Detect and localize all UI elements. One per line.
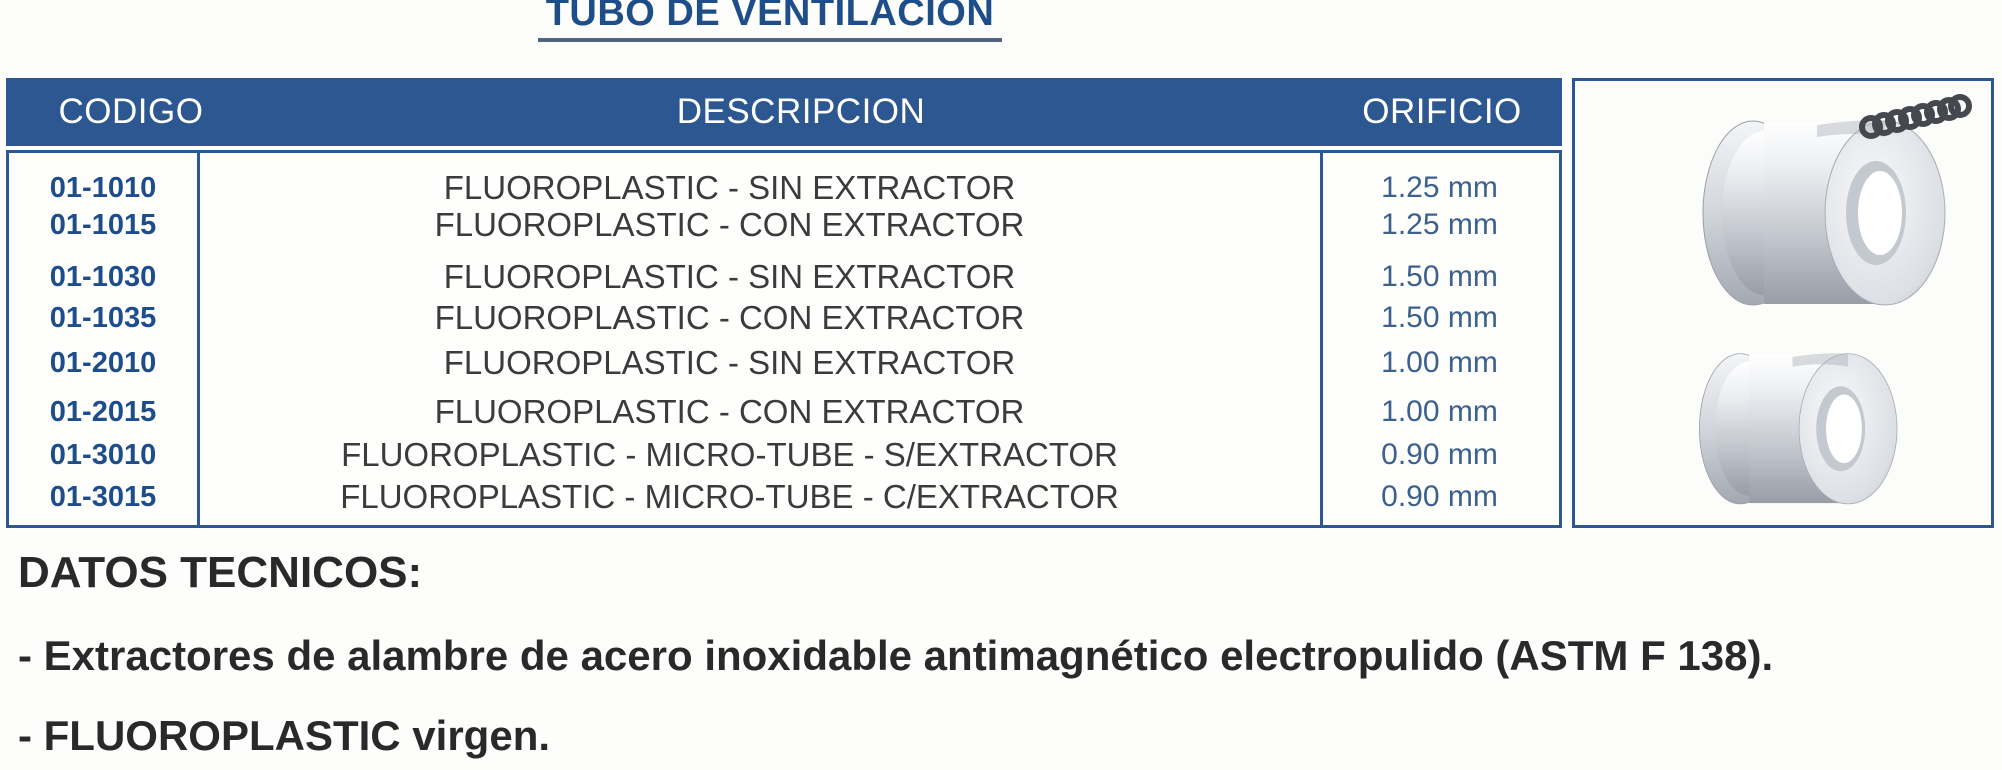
description-cell: FLUOROPLASTIC - MICRO-TUBE - C/EXTRACTOR <box>340 478 1119 515</box>
table-header: CODIGO DESCRIPCION ORIFICIO <box>6 78 1562 146</box>
table-row: 01-1030 FLUOROPLASTIC - SIN EXTRACTOR 1.… <box>9 257 1559 297</box>
orifice-cell: 1.50 mm <box>1381 260 1498 293</box>
orifice-cell: 1.25 mm <box>1381 208 1498 241</box>
code-cell: 01-2010 <box>49 347 157 379</box>
description-cell: FLUOROPLASTIC - CON EXTRACTOR <box>434 206 1025 243</box>
orifice-cell: 1.50 mm <box>1381 301 1498 334</box>
page-title-wrap: TUBO DE VENTILACION <box>520 0 1020 42</box>
tech-note: - FLUOROPLASTIC virgen. <box>18 712 551 759</box>
orifice-cell: 0.90 mm <box>1381 480 1498 513</box>
orifice-cell: 0.90 mm <box>1381 438 1498 471</box>
product-image-box <box>1572 78 1994 528</box>
tube-illustration <box>1698 353 1898 505</box>
table-row: 01-2010 FLUOROPLASTIC - SIN EXTRACTOR 1.… <box>9 343 1559 383</box>
table-row: 01-1010 FLUOROPLASTIC - SIN EXTRACTOR 1.… <box>9 168 1559 208</box>
wire-extractor-coil <box>1859 94 1972 139</box>
code-cell: 01-1035 <box>49 302 157 334</box>
table-row: 01-3015 FLUOROPLASTIC - MICRO-TUBE - C/E… <box>9 477 1559 517</box>
page-title: TUBO DE VENTILACION <box>537 0 1003 42</box>
tech-data-heading: DATOS TECNICOS: <box>18 548 423 597</box>
description-cell: FLUOROPLASTIC - CON EXTRACTOR <box>434 299 1025 336</box>
code-cell: 01-1030 <box>49 261 157 293</box>
tech-note: - Extractores de alambre de acero inoxid… <box>18 632 1774 679</box>
code-cell: 01-3010 <box>49 439 157 471</box>
orifice-cell: 1.25 mm <box>1381 171 1498 204</box>
code-cell: 01-1010 <box>49 172 157 204</box>
description-cell: FLUOROPLASTIC - MICRO-TUBE - S/EXTRACTOR <box>341 436 1118 473</box>
description-cell: FLUOROPLASTIC - SIN EXTRACTOR <box>443 258 1016 295</box>
orifice-cell: 1.00 mm <box>1381 346 1498 379</box>
code-cell: 01-2015 <box>49 396 157 428</box>
description-cell: FLUOROPLASTIC - SIN EXTRACTOR <box>443 344 1016 381</box>
orifice-cell: 1.00 mm <box>1381 395 1498 428</box>
code-cell: 01-1015 <box>49 209 157 241</box>
table-row: 01-1015 FLUOROPLASTIC - CON EXTRACTOR 1.… <box>9 205 1559 245</box>
table-row: 01-3010 FLUOROPLASTIC - MICRO-TUBE - S/E… <box>9 435 1559 475</box>
code-cell: 01-3015 <box>49 481 157 513</box>
column-header-codigo: CODIGO <box>58 92 204 131</box>
description-cell: FLUOROPLASTIC - CON EXTRACTOR <box>434 393 1025 430</box>
tube-with-extractor-illustration <box>1702 94 1972 306</box>
column-divider <box>197 153 200 525</box>
column-header-descripcion: DESCRIPCION <box>676 92 926 131</box>
column-header-orificio: ORIFICIO <box>1362 92 1522 131</box>
table-body: 01-1010 FLUOROPLASTIC - SIN EXTRACTOR 1.… <box>6 150 1562 528</box>
column-divider <box>1320 153 1323 525</box>
description-cell: FLUOROPLASTIC - SIN EXTRACTOR <box>443 169 1016 206</box>
table-row: 01-2015 FLUOROPLASTIC - CON EXTRACTOR 1.… <box>9 392 1559 432</box>
table-row: 01-1035 FLUOROPLASTIC - CON EXTRACTOR 1.… <box>9 298 1559 338</box>
